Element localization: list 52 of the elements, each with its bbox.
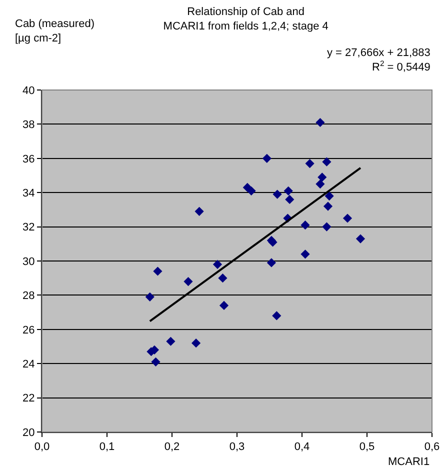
text: y = 27,666x + 21,883 (327, 47, 430, 59)
point (212, 260, 222, 269)
point (305, 158, 314, 168)
y-axis-title: Cab (measured) [µg cm-2] (15, 18, 94, 44)
y-tick-label: 40 (22, 84, 35, 97)
point (166, 336, 176, 346)
point (153, 266, 162, 276)
y-tick-label: 38 (22, 119, 35, 132)
point (284, 186, 293, 196)
point (323, 202, 333, 211)
y-tick-label: 32 (22, 222, 35, 234)
point (246, 186, 256, 196)
point (322, 157, 332, 166)
point (316, 180, 325, 189)
x-tick-label: 0,5 (359, 441, 375, 454)
chart-title: Relationship of Cab and MCARI1 from fields 1,2,4; stage 4 (163, 6, 328, 32)
point (184, 276, 193, 286)
y-tick-label: 30 (22, 256, 35, 268)
x-tick-label: 0,2 (164, 441, 180, 454)
text: R$^{2}$ = 0,5449 (372, 59, 430, 74)
y-tick-label: 36 (22, 153, 35, 166)
point (285, 194, 294, 204)
x-tick-label: 0,3 (229, 441, 245, 454)
point (300, 250, 310, 259)
y-tick-label: 28 (22, 290, 35, 302)
point (318, 172, 327, 182)
point (266, 258, 276, 268)
point (192, 338, 201, 348)
point (272, 311, 282, 320)
point (322, 222, 332, 232)
y-tick-label: 22 (22, 392, 35, 405)
point (218, 274, 228, 283)
point (262, 154, 272, 163)
y-tick-label: 26 (22, 324, 35, 336)
point (272, 190, 282, 199)
point (316, 118, 325, 128)
y-tick-label: 20 (22, 426, 35, 439)
y-tick-label: 24 (22, 358, 35, 370)
point (300, 220, 310, 230)
point (342, 214, 352, 223)
y-tick-label: 34 (22, 187, 35, 200)
point (194, 206, 204, 216)
point (145, 292, 154, 302)
point (151, 357, 160, 366)
point (324, 191, 334, 201)
x-tick-label: 0,6 (424, 441, 440, 454)
x-tick-label: 0,1 (99, 441, 115, 454)
point (356, 234, 366, 244)
x-axis-title: MCARI1 (388, 456, 430, 468)
x-tick-label: 0,0 (34, 441, 50, 454)
point (219, 300, 229, 310)
x-tick-label: 0,4 (294, 441, 310, 454)
